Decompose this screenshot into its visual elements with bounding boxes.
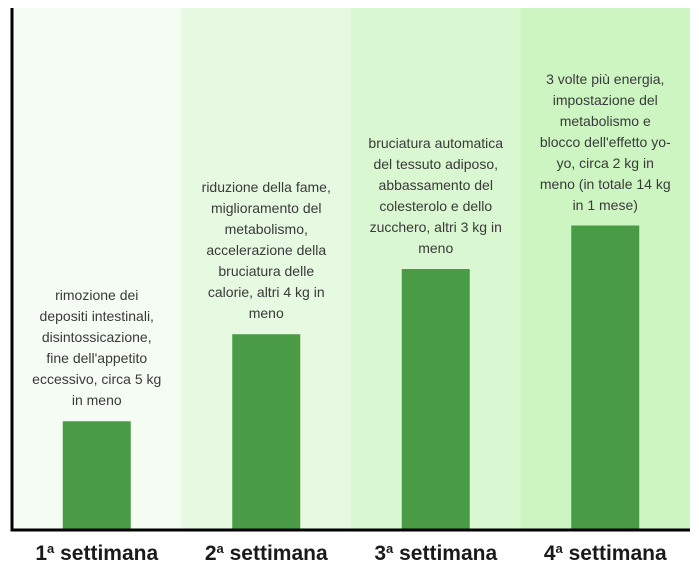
x-tick-word: settimana	[223, 542, 328, 565]
x-tick-number: 4	[543, 542, 556, 565]
bar-week-1	[62, 421, 131, 530]
x-tick-number: 3	[374, 542, 387, 565]
bar-annotation-1: rimozione dei depositi intestinali, disi…	[32, 287, 162, 409]
bar-week-3	[401, 269, 470, 530]
x-tick-label-1: 1a settimana	[12, 541, 182, 566]
x-tick-ordinal: a	[386, 541, 394, 556]
x-tick-ordinal: a	[555, 541, 563, 556]
bar-annotation-4: 3 volte più energia, impostazione del me…	[539, 70, 671, 213]
x-tick-word: settimana	[54, 542, 159, 565]
x-tick-ordinal: a	[47, 541, 55, 556]
bar-week-4	[571, 225, 640, 530]
x-tick-label-2: 2a settimana	[181, 541, 351, 566]
x-tick-label-4: 4a settimana	[520, 541, 690, 566]
x-tick-word: settimana	[562, 542, 667, 565]
x-tick-ordinal: a	[216, 541, 224, 556]
x-tick-number: 2	[204, 542, 217, 565]
bar-week-2	[232, 334, 301, 530]
x-tick-number: 1	[35, 542, 48, 565]
bar-annotation-3: bruciatura automatica del tessuto adipos…	[368, 135, 504, 256]
x-tick-label-3: 3a settimana	[351, 541, 521, 566]
x-tick-word: settimana	[393, 542, 498, 565]
bar-annotation-2: riduzione della fame, miglioramento del …	[201, 179, 331, 322]
